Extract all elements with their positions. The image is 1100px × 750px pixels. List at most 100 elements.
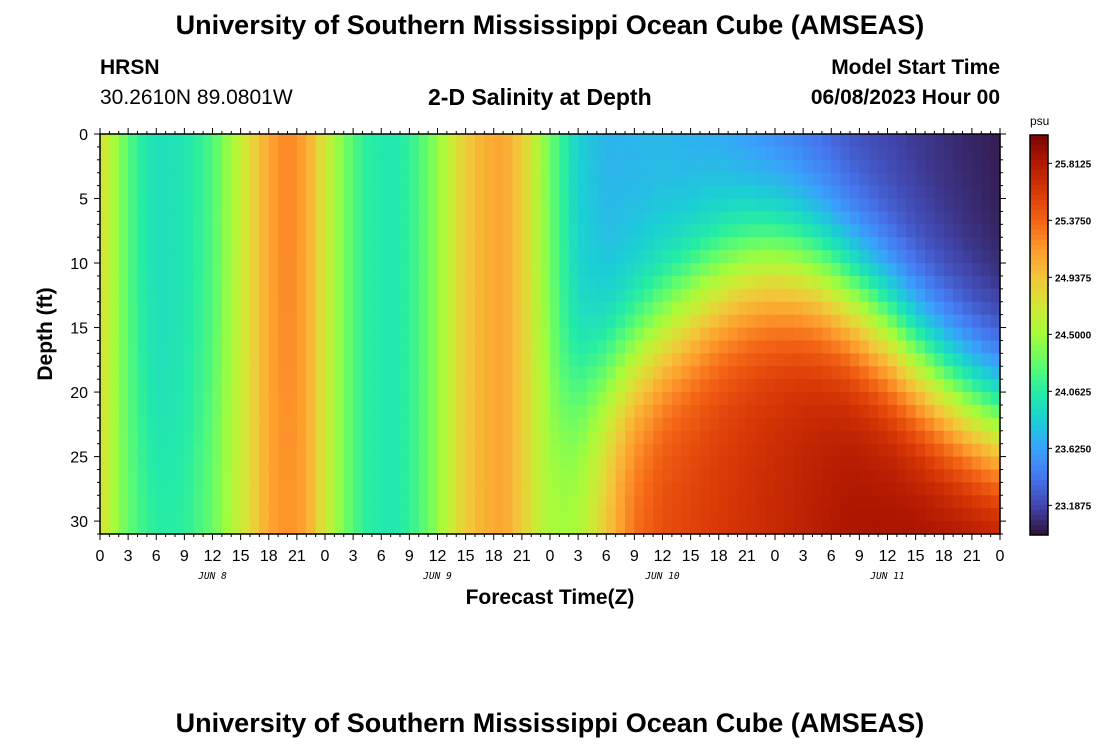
colorbar-segment [1030, 230, 1048, 236]
heatmap-cell [221, 263, 232, 277]
heatmap-cell [915, 275, 926, 290]
heatmap-cell [296, 456, 307, 471]
heatmap-cell [625, 379, 635, 393]
heatmap-cell [906, 392, 917, 406]
heatmap-cell [278, 417, 289, 432]
heatmap-cell [653, 263, 664, 277]
heatmap-cell [343, 456, 354, 471]
heatmap-cell [662, 508, 673, 522]
heatmap-cell [821, 508, 832, 522]
colorbar-segment [1030, 265, 1048, 271]
heatmap-cell [737, 353, 748, 367]
heatmap-cell [381, 146, 392, 161]
heatmap-cell [878, 263, 889, 277]
heatmap-cell [409, 185, 420, 200]
heatmap-cell [831, 508, 842, 522]
heatmap-cell [709, 392, 720, 406]
heatmap-cell [296, 263, 307, 277]
heatmap-cell [681, 430, 692, 445]
heatmap-cell [981, 224, 992, 238]
heatmap-cell [203, 456, 214, 471]
heatmap-cell [409, 237, 420, 251]
heatmap-cell [475, 224, 485, 238]
heatmap-cell [559, 366, 570, 380]
heatmap-cell [803, 134, 814, 148]
heatmap-cell [896, 379, 907, 393]
heatmap-cell [165, 185, 176, 200]
heatmap-cell [831, 482, 842, 496]
heatmap-cell [850, 482, 860, 496]
heatmap-cell [662, 521, 673, 535]
heatmap-cell [165, 224, 176, 238]
heatmap-cell [137, 417, 148, 432]
heatmap-cell [559, 379, 570, 393]
heatmap-cell [821, 301, 832, 316]
heatmap-cell [981, 159, 992, 174]
heatmap-cell [596, 353, 607, 367]
heatmap-cell [409, 379, 420, 393]
heatmap-cell [662, 482, 673, 496]
heatmap-cell [353, 146, 364, 161]
heatmap-cell [615, 185, 626, 200]
heatmap-cell [306, 224, 317, 238]
heatmap-cell [990, 288, 1001, 303]
heatmap-cell [325, 159, 335, 174]
heatmap-cell [962, 275, 973, 290]
heatmap-cell [212, 172, 223, 187]
heatmap-cell [334, 134, 345, 148]
heatmap-cell [512, 211, 523, 225]
heatmap-cell [737, 469, 748, 483]
heatmap-cell [690, 198, 701, 213]
heatmap-cell [700, 353, 710, 367]
heatmap-cell [428, 430, 439, 445]
heatmap-cell [784, 301, 795, 316]
colorbar-segment [1030, 465, 1048, 471]
heatmap-cell [746, 198, 757, 213]
heatmap-cell [615, 340, 626, 354]
heatmap-cell [306, 314, 317, 329]
heatmap-cell [175, 417, 185, 432]
heatmap-cell [456, 275, 467, 290]
heatmap-cell [118, 404, 129, 419]
heatmap-cell [746, 521, 757, 535]
heatmap-cell [896, 469, 907, 483]
heatmap-cell [325, 250, 335, 264]
heatmap-cell [925, 288, 935, 303]
colorbar-segment [1030, 315, 1048, 321]
heatmap-cell [315, 237, 326, 251]
heatmap-cell [212, 366, 223, 380]
heatmap-cell [812, 237, 823, 251]
heatmap-cell [100, 392, 110, 406]
heatmap-cell [981, 301, 992, 316]
heatmap-cell [118, 185, 129, 200]
heatmap-cell [765, 301, 776, 316]
heatmap-cell [503, 482, 514, 496]
heatmap-cell [550, 392, 560, 406]
heatmap-cell [418, 146, 429, 161]
heatmap-cell [971, 250, 982, 264]
heatmap-cell [971, 404, 982, 419]
heatmap-cell [503, 185, 514, 200]
heatmap-cell [878, 508, 889, 522]
heatmap-cell [400, 211, 410, 225]
heatmap-cell [868, 159, 879, 174]
heatmap-cell [503, 443, 514, 458]
heatmap-cell [128, 469, 139, 483]
heatmap-cell [662, 146, 673, 161]
heatmap-cell [990, 185, 1001, 200]
heatmap-cell [484, 417, 495, 432]
heatmap-cell [231, 288, 242, 303]
heatmap-cell [803, 417, 814, 432]
heatmap-cell [868, 134, 879, 148]
heatmap-cell [709, 275, 720, 290]
x-tick-label: 0 [771, 548, 780, 565]
heatmap-cell [343, 263, 354, 277]
heatmap-cell [484, 366, 495, 380]
heatmap-cell [765, 159, 776, 174]
heatmap-cell [625, 366, 635, 380]
heatmap-cell [465, 211, 476, 225]
heatmap-cell [193, 417, 204, 432]
heatmap-cell [775, 185, 785, 200]
heatmap-cell [953, 495, 964, 509]
heatmap-cell [718, 224, 729, 238]
